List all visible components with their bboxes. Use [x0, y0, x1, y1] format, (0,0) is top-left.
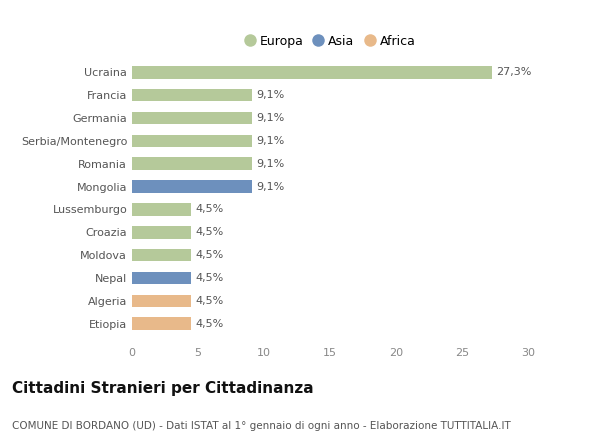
Bar — [132, 203, 191, 216]
Bar — [132, 135, 252, 147]
Bar — [132, 272, 191, 284]
Bar — [132, 158, 252, 170]
Bar — [132, 180, 252, 193]
Bar — [132, 89, 252, 102]
Text: 4,5%: 4,5% — [196, 319, 224, 329]
Text: 4,5%: 4,5% — [196, 296, 224, 306]
Bar — [132, 226, 191, 238]
Text: 9,1%: 9,1% — [256, 182, 284, 191]
Text: 27,3%: 27,3% — [496, 67, 532, 77]
Text: 4,5%: 4,5% — [196, 227, 224, 237]
Text: COMUNE DI BORDANO (UD) - Dati ISTAT al 1° gennaio di ogni anno - Elaborazione TU: COMUNE DI BORDANO (UD) - Dati ISTAT al 1… — [12, 421, 511, 431]
Text: 4,5%: 4,5% — [196, 273, 224, 283]
Text: 9,1%: 9,1% — [256, 136, 284, 146]
Bar — [132, 66, 493, 79]
Legend: Europa, Asia, Africa: Europa, Asia, Africa — [239, 30, 421, 53]
Text: 4,5%: 4,5% — [196, 205, 224, 214]
Bar — [132, 294, 191, 307]
Text: 9,1%: 9,1% — [256, 90, 284, 100]
Bar — [132, 112, 252, 124]
Bar — [132, 249, 191, 261]
Text: 4,5%: 4,5% — [196, 250, 224, 260]
Text: 9,1%: 9,1% — [256, 159, 284, 169]
Bar — [132, 317, 191, 330]
Text: Cittadini Stranieri per Cittadinanza: Cittadini Stranieri per Cittadinanza — [12, 381, 314, 396]
Text: 9,1%: 9,1% — [256, 113, 284, 123]
